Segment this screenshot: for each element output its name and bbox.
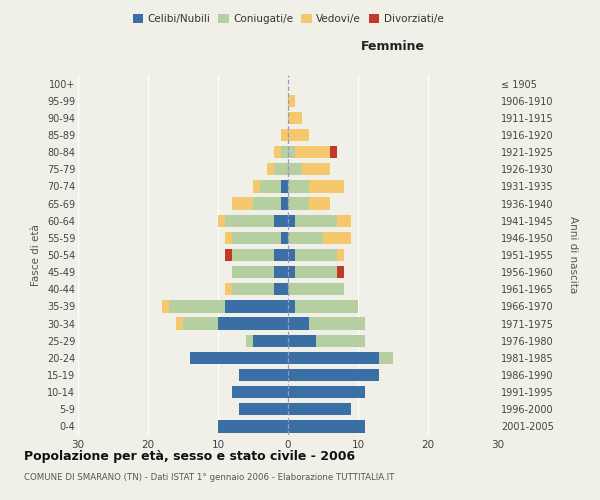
Bar bbox=[274, 249, 288, 261]
Bar bbox=[337, 266, 344, 278]
Bar bbox=[225, 232, 232, 244]
Legend: Celibi/Nubili, Coniugati/e, Vedovi/e, Divorziati/e: Celibi/Nubili, Coniugati/e, Vedovi/e, Di… bbox=[128, 10, 448, 29]
Bar bbox=[295, 266, 337, 278]
Bar bbox=[288, 146, 295, 158]
Bar bbox=[295, 300, 358, 312]
Bar bbox=[253, 334, 288, 347]
Bar bbox=[232, 283, 274, 296]
Bar bbox=[225, 283, 232, 296]
Bar bbox=[253, 180, 260, 192]
Bar bbox=[246, 334, 253, 347]
Bar bbox=[288, 266, 295, 278]
Bar bbox=[288, 369, 379, 381]
Bar bbox=[232, 386, 288, 398]
Bar bbox=[288, 386, 365, 398]
Bar bbox=[225, 214, 274, 227]
Bar bbox=[253, 198, 281, 209]
Bar bbox=[288, 283, 344, 296]
Bar bbox=[288, 94, 295, 107]
Bar bbox=[260, 180, 281, 192]
Bar bbox=[309, 180, 344, 192]
Bar bbox=[288, 198, 309, 209]
Bar bbox=[218, 318, 288, 330]
Bar bbox=[225, 300, 288, 312]
Bar bbox=[218, 420, 288, 432]
Bar bbox=[288, 129, 309, 141]
Bar bbox=[288, 300, 295, 312]
Bar bbox=[288, 318, 309, 330]
Bar bbox=[330, 146, 337, 158]
Text: Popolazione per età, sesso e stato civile - 2006: Popolazione per età, sesso e stato civil… bbox=[24, 450, 355, 463]
Bar bbox=[232, 232, 281, 244]
Bar bbox=[274, 146, 281, 158]
Bar bbox=[295, 249, 337, 261]
Bar bbox=[190, 352, 288, 364]
Bar bbox=[288, 334, 316, 347]
Bar bbox=[274, 163, 288, 175]
Bar bbox=[267, 163, 274, 175]
Bar bbox=[323, 232, 351, 244]
Bar bbox=[239, 403, 288, 415]
Bar bbox=[337, 214, 351, 227]
Bar bbox=[274, 214, 288, 227]
Bar bbox=[302, 163, 330, 175]
Y-axis label: Fasce di età: Fasce di età bbox=[31, 224, 41, 286]
Bar bbox=[295, 214, 337, 227]
Bar bbox=[337, 249, 344, 261]
Bar bbox=[288, 249, 295, 261]
Bar bbox=[316, 334, 365, 347]
Bar bbox=[281, 198, 288, 209]
Bar bbox=[288, 180, 309, 192]
Bar bbox=[274, 266, 288, 278]
Bar bbox=[232, 266, 274, 278]
Bar bbox=[379, 352, 393, 364]
Text: Femmine: Femmine bbox=[361, 40, 425, 54]
Text: COMUNE DI SMARANO (TN) - Dati ISTAT 1° gennaio 2006 - Elaborazione TUTTITALIA.IT: COMUNE DI SMARANO (TN) - Dati ISTAT 1° g… bbox=[24, 472, 394, 482]
Bar bbox=[225, 249, 232, 261]
Bar bbox=[288, 232, 323, 244]
Bar bbox=[162, 300, 169, 312]
Bar bbox=[218, 214, 225, 227]
Bar bbox=[288, 112, 302, 124]
Bar bbox=[288, 420, 365, 432]
Bar bbox=[169, 300, 225, 312]
Bar bbox=[309, 318, 365, 330]
Bar bbox=[288, 403, 351, 415]
Bar bbox=[274, 283, 288, 296]
Bar bbox=[281, 232, 288, 244]
Bar bbox=[288, 214, 295, 227]
Bar bbox=[232, 249, 274, 261]
Bar bbox=[288, 352, 379, 364]
Bar bbox=[281, 146, 288, 158]
Y-axis label: Anni di nascita: Anni di nascita bbox=[568, 216, 578, 294]
Bar bbox=[176, 318, 183, 330]
Bar bbox=[232, 198, 253, 209]
Bar bbox=[309, 198, 330, 209]
Bar bbox=[281, 129, 288, 141]
Bar bbox=[239, 369, 288, 381]
Bar bbox=[288, 163, 302, 175]
Bar bbox=[281, 180, 288, 192]
Bar bbox=[183, 318, 218, 330]
Bar bbox=[295, 146, 330, 158]
